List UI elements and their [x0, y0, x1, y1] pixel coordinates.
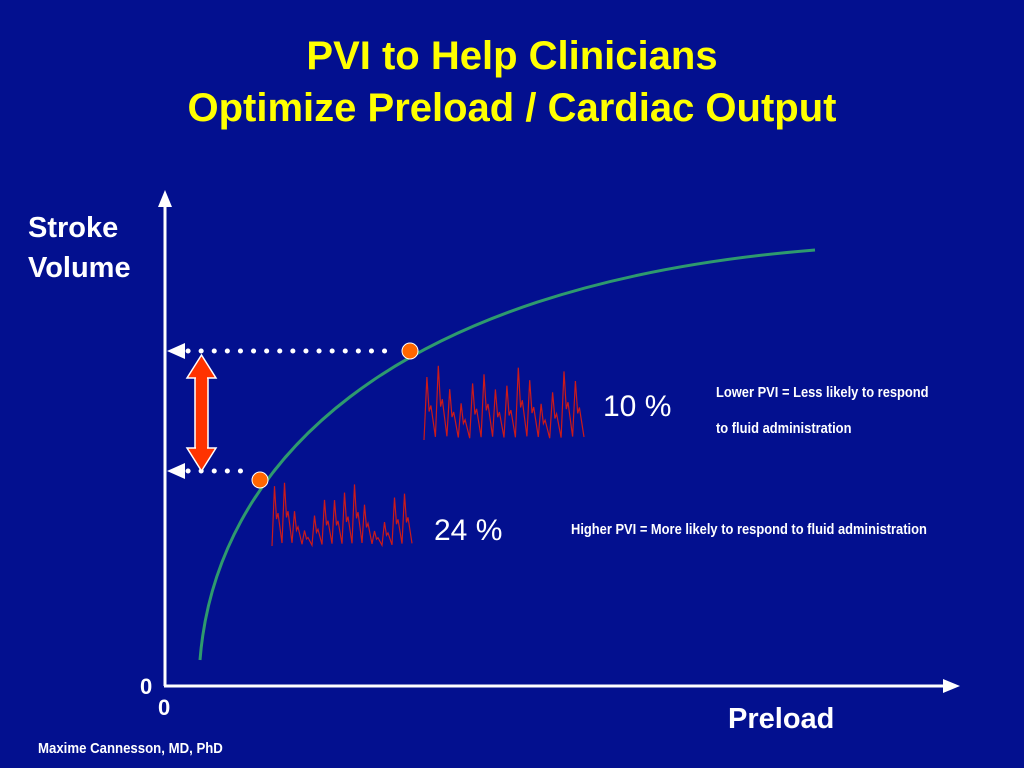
title-line-2: Optimize Preload / Cardiac Output [187, 86, 837, 130]
y-axis-label-line-1: Stroke [28, 212, 119, 244]
starling-curve [198, 248, 816, 661]
y-origin-label: 0 [140, 674, 153, 699]
author-credit: Maxime Cannesson, MD, PhD [38, 740, 223, 757]
upper-pvi-value: 10 % [603, 390, 672, 423]
lower-pvi-note-line-1: Lower PVI = Less likely to respond [716, 384, 929, 401]
lower-point-marker [251, 471, 269, 489]
upper-guide-arrowhead [167, 343, 185, 359]
upper-point-marker [401, 342, 419, 360]
lower-pvi-value: 24 % [434, 514, 503, 547]
higher-pvi-note: Higher PVI = More likely to respond to f… [571, 521, 927, 538]
lower-guide-arrowhead [167, 463, 185, 479]
stroke-volume-change-arrow [185, 353, 218, 473]
x-axis-arrowhead [943, 679, 960, 693]
title-line-1: PVI to Help Clinicians [306, 34, 718, 78]
upper-pleth-waveform [423, 365, 585, 441]
x-origin-label: 0 [158, 695, 171, 720]
x-axis-label: Preload [728, 703, 835, 735]
y-axis-arrowhead [158, 190, 172, 207]
lower-pleth-waveform [271, 482, 413, 548]
lower-pvi-note-line-2: to fluid administration [716, 420, 852, 437]
y-axis-label: Stroke Volume [28, 208, 131, 288]
y-axis-label-line-2: Volume [28, 252, 131, 284]
